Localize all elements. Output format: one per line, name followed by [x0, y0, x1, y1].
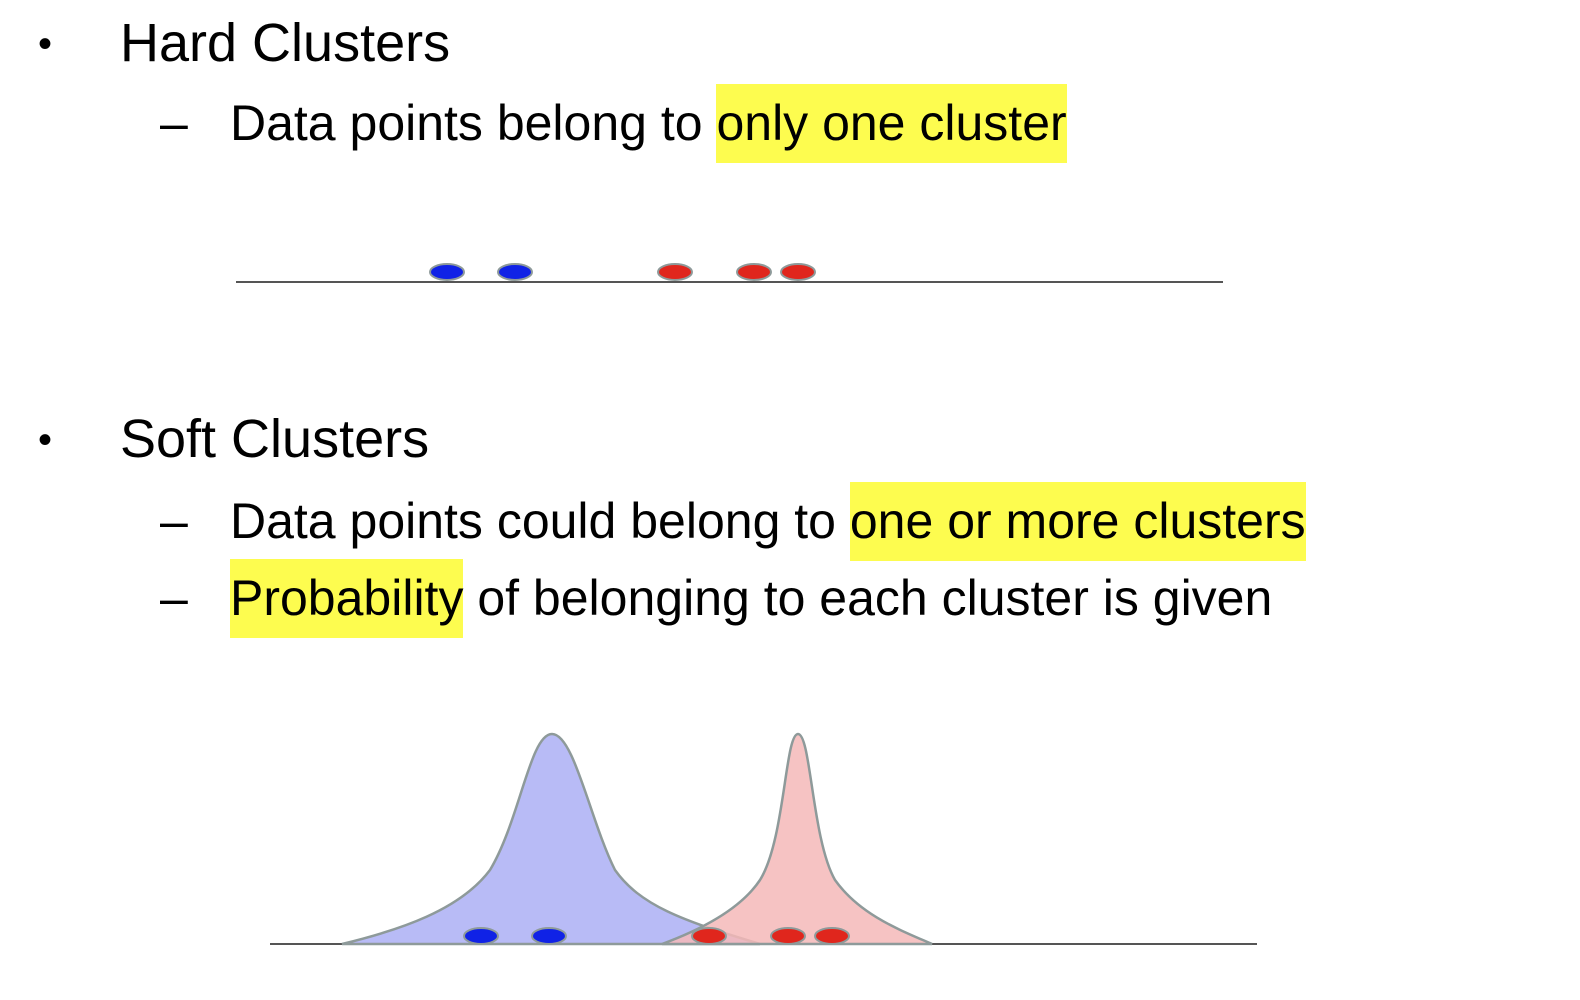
highlight-probability: Probability: [230, 559, 464, 638]
red-distribution-curve: [661, 732, 933, 946]
hard-item-1-text: Data points belong to: [230, 95, 717, 151]
hard-blue-point-1: [429, 263, 465, 281]
soft-red-point-2: [770, 927, 806, 945]
dash-soft-item-1: –: [160, 493, 188, 549]
hard-blue-point-2: [497, 263, 533, 281]
blue-distribution-curve: [341, 732, 761, 946]
hard-red-point-2: [736, 263, 772, 281]
heading-soft-clusters: Soft Clusters: [120, 409, 430, 469]
soft-item-2-after: of belonging to each cluster is given: [463, 570, 1273, 626]
soft-clusters-description-1: Data points could belong to one or more …: [230, 482, 1306, 561]
hard-clusters-description: Data points belong to only one cluster: [230, 84, 1067, 163]
hard-red-point-3: [780, 263, 816, 281]
bullet-hard-clusters: •: [38, 22, 53, 66]
bullet-soft-clusters: •: [38, 418, 53, 462]
hard-red-point-1: [657, 263, 693, 281]
soft-red-point-3: [814, 927, 850, 945]
heading-hard-clusters: Hard Clusters: [120, 13, 451, 73]
dash-hard-item-1: –: [160, 95, 188, 151]
hard-clusters-diagram: [236, 263, 1223, 283]
soft-blue-point-2: [531, 927, 567, 945]
soft-item-1-text: Data points could belong to: [230, 493, 850, 549]
soft-red-point-1: [691, 927, 727, 945]
highlight-one-or-more-clusters: one or more clusters: [849, 482, 1306, 561]
dash-soft-item-2: –: [160, 570, 188, 626]
highlight-only-one-cluster: only one cluster: [716, 84, 1067, 163]
soft-blue-point-1: [463, 927, 499, 945]
soft-clusters-diagram: [270, 732, 1257, 946]
soft-clusters-description-2: Probability of belonging to each cluster…: [230, 559, 1273, 638]
